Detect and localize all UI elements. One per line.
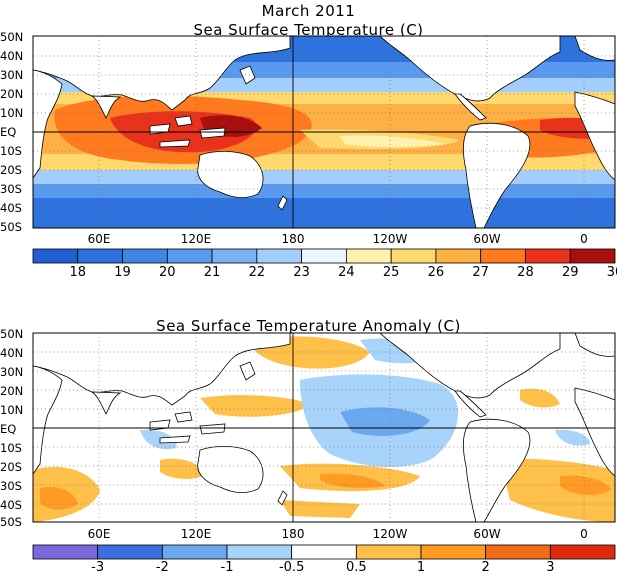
sst-colorbar-label: 21 — [203, 265, 221, 280]
sst-lon-label: 60W — [473, 232, 501, 246]
anomaly-lat-label: 10S — [0, 441, 22, 455]
anomaly-colorbar-label: -3 — [91, 560, 105, 575]
sst-lat-label: EQ — [0, 125, 17, 139]
sst-colorbar-label: 28 — [517, 265, 534, 280]
anomaly-lon-label: 60W — [473, 527, 501, 541]
anomaly-colder-patches — [340, 407, 430, 436]
sst-colorbar-swatch — [32, 248, 79, 264]
anomaly-colorbar-swatch — [32, 544, 99, 560]
anomaly-colorbar-swatch — [355, 544, 422, 560]
sst-lon-label: 180 — [281, 232, 305, 246]
sst-lat-label: 50N — [0, 30, 24, 44]
sst-panel-title: Sea Surface Temperature (C) — [193, 21, 424, 39]
anomaly-colorbar-label: 0.5 — [345, 560, 367, 575]
anomaly-lat-label: 50N — [0, 327, 24, 341]
sst-band-south-cold — [33, 198, 615, 228]
sst-colorbar-label: 23 — [293, 265, 310, 280]
sst-lat-label: 10S — [0, 144, 22, 158]
anomaly-colorbar-label: -1 — [220, 560, 234, 575]
sst-colorbar-swatch — [569, 248, 616, 264]
sst-colorbar-swatch — [345, 248, 392, 264]
anomaly-colorbar-label: 1 — [416, 560, 426, 575]
sst-colorbar-label: 30 — [606, 265, 617, 280]
anomaly-lat-label: 20N — [0, 384, 24, 398]
anomaly-map — [33, 333, 615, 522]
sst-colorbar-swatch — [166, 248, 213, 264]
anomaly-lat-label: 30S — [0, 479, 22, 493]
sst-lat-label: 20N — [0, 87, 24, 101]
sst-lat-label: 10N — [0, 106, 24, 120]
anomaly-colorbar-swatch — [485, 544, 551, 560]
sst-band-subtropic-s — [33, 170, 615, 184]
anomaly-lat-label: EQ — [0, 422, 17, 436]
anomaly-colorbar-label: -0.5 — [278, 560, 305, 575]
sst-colorbar-label: 19 — [114, 265, 131, 280]
sst-colorbar-swatch — [480, 248, 526, 264]
sst-colorbar-swatch — [301, 248, 347, 264]
anomaly-lon-label: 120W — [372, 527, 408, 541]
anomaly-panel-title: Sea Surface Temperature Anomaly (C) — [156, 317, 461, 335]
anomaly-lon-label: 120E — [180, 527, 212, 541]
sst-lon-label: 120E — [180, 232, 212, 246]
anomaly-colorbar-swatch — [549, 544, 616, 560]
sst-land — [33, 36, 615, 228]
sst-lat-label: 50S — [0, 220, 22, 234]
anomaly-lat-label: 10N — [0, 403, 24, 417]
sst-colorbar-label: 25 — [382, 265, 400, 280]
anomaly-colorbar-label: -2 — [155, 560, 169, 575]
anomaly-lon-label: 180 — [281, 527, 305, 541]
anomaly-colorbar-swatch — [420, 544, 487, 560]
anomaly-colorbar-label: 2 — [481, 560, 490, 575]
sst-colorbar-label: 29 — [561, 265, 579, 280]
anomaly-colorbar-swatch — [97, 544, 163, 560]
sst-colorbar-swatch — [211, 248, 258, 264]
sst-colorbar-label: 27 — [472, 265, 489, 280]
sst-colorbar-label: 18 — [69, 265, 87, 280]
anomaly-gridlines — [33, 333, 615, 522]
anomaly-lat-label: 30N — [0, 365, 24, 379]
sst-lon-label: 60E — [87, 232, 111, 246]
anomaly-land — [33, 333, 615, 522]
sst-colorbar-label: 20 — [159, 265, 176, 280]
sst-lon-label: 0 — [580, 232, 588, 246]
anomaly-colorbar — [32, 544, 616, 560]
anomaly-frame — [32, 332, 616, 523]
sst-colorbar-swatch — [390, 248, 437, 264]
sst-band-south-cool — [33, 184, 615, 198]
sst-lat-label: 40N — [0, 49, 24, 63]
anomaly-colorbar-swatch — [161, 544, 228, 560]
anomaly-colorbar-swatch — [291, 544, 357, 560]
sst-colorbar-swatch — [256, 248, 303, 264]
anomaly-lat-label: 40S — [0, 498, 22, 512]
anomaly-lat-label: 40N — [0, 346, 24, 360]
sst-colorbar-label: 22 — [248, 265, 266, 280]
sst-lat-label: 40S — [0, 201, 22, 215]
anomaly-colorbar-swatch — [226, 544, 293, 560]
sst-map — [33, 36, 615, 228]
anomaly-colorbar-label: 3 — [546, 560, 555, 575]
sst-colorbar-label: 26 — [427, 265, 445, 280]
sst-lat-label: 30N — [0, 68, 24, 82]
sst-lon-label: 120W — [372, 232, 408, 246]
anomaly-lon-label: 0 — [580, 527, 588, 541]
sst-colorbar-swatch — [122, 248, 168, 264]
sst-colorbar-swatch — [435, 248, 482, 264]
anomaly-lat-label: 50S — [0, 515, 22, 529]
anomaly-lat-label: 20S — [0, 460, 22, 474]
sst-frame — [32, 35, 616, 229]
anomaly-lon-label: 60E — [87, 527, 111, 541]
sst-colorbar-label: 24 — [338, 265, 355, 280]
sst-colorbar-swatch — [77, 248, 123, 264]
sst-colorbar-swatch — [525, 248, 571, 264]
sst-lat-label: 30S — [0, 182, 22, 196]
figure-title: March 2011 — [261, 2, 356, 20]
sst-lat-label: 20S — [0, 163, 22, 177]
sst-gridlines — [33, 36, 615, 228]
sst-cold-tongue-core — [340, 135, 445, 147]
sst-colorbar — [32, 248, 616, 264]
